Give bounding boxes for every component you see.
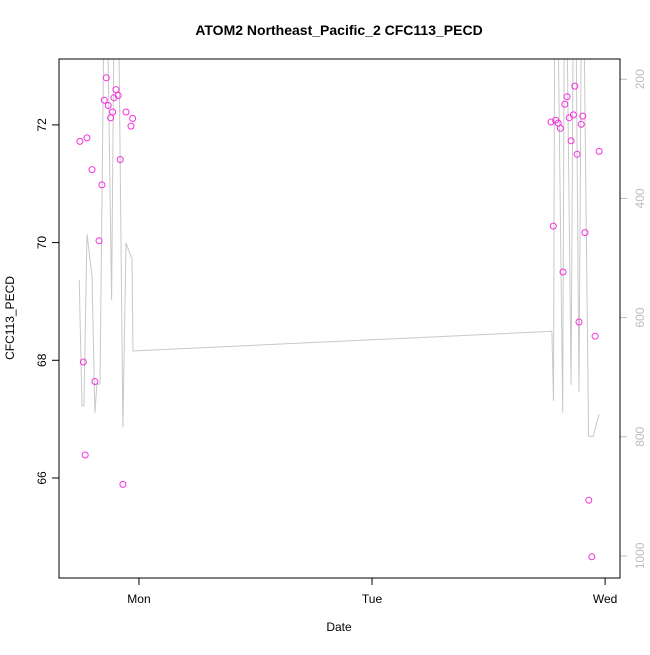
data-point bbox=[112, 86, 120, 94]
data-point bbox=[100, 96, 108, 104]
y-axis-label: CFC113_PECD bbox=[3, 276, 17, 360]
data-point bbox=[95, 237, 103, 245]
data-point bbox=[102, 74, 110, 82]
data-point bbox=[595, 147, 603, 155]
y-tick-label: 68 bbox=[35, 353, 49, 367]
axes-layer: 66 68 70 72 200 400 600 800 1000 Mon Tue Wed bbox=[35, 69, 647, 606]
data-point bbox=[575, 318, 583, 326]
data-point bbox=[579, 112, 587, 120]
data-point bbox=[91, 378, 99, 385]
data-point bbox=[547, 118, 555, 126]
data-point bbox=[581, 229, 589, 237]
data-point bbox=[98, 181, 106, 189]
y-tick-label: 70 bbox=[35, 236, 49, 250]
data-point bbox=[79, 358, 87, 366]
data-point bbox=[83, 134, 91, 142]
y2-tick-label: 800 bbox=[633, 426, 647, 446]
data-point bbox=[591, 332, 599, 340]
data-point bbox=[565, 114, 573, 122]
plot-frame bbox=[58, 58, 621, 579]
y2-tick-label: 400 bbox=[633, 188, 647, 208]
x-tick-label: Mon bbox=[127, 592, 150, 606]
data-point bbox=[81, 451, 89, 459]
points-layer bbox=[76, 74, 603, 561]
data-point bbox=[573, 150, 581, 158]
x-axis-label: Date bbox=[326, 620, 352, 634]
data-point bbox=[588, 553, 596, 561]
data-point bbox=[76, 137, 84, 145]
x-tick-label: Tue bbox=[362, 592, 383, 606]
data-point bbox=[116, 156, 124, 164]
data-point bbox=[549, 222, 557, 230]
data-point bbox=[571, 82, 579, 90]
data-point bbox=[577, 120, 585, 128]
data-point bbox=[129, 114, 137, 122]
data-point bbox=[585, 496, 593, 504]
data-point bbox=[114, 92, 122, 99]
data-point bbox=[104, 102, 112, 109]
y-tick-label: 72 bbox=[35, 118, 49, 132]
data-point bbox=[567, 137, 575, 145]
data-point bbox=[563, 93, 571, 101]
y2-tick-label: 200 bbox=[633, 69, 647, 89]
data-point bbox=[561, 100, 569, 108]
pressure-line-layer bbox=[78, 59, 600, 437]
data-point bbox=[109, 108, 117, 116]
y2-tick-label: 1000 bbox=[633, 542, 647, 569]
data-point bbox=[122, 108, 130, 116]
chart-title: ATOM2 Northeast_Pacific_2 CFC113_PECD bbox=[195, 22, 482, 38]
data-point bbox=[569, 111, 577, 119]
data-point bbox=[88, 166, 96, 174]
x-tick-label: Wed bbox=[593, 592, 617, 606]
data-point bbox=[119, 480, 127, 488]
y2-tick-label: 600 bbox=[633, 307, 647, 327]
y-tick-label: 66 bbox=[35, 471, 49, 485]
pressure-line bbox=[78, 59, 600, 437]
data-point bbox=[556, 124, 564, 132]
data-point bbox=[559, 268, 567, 276]
data-point bbox=[127, 122, 135, 130]
